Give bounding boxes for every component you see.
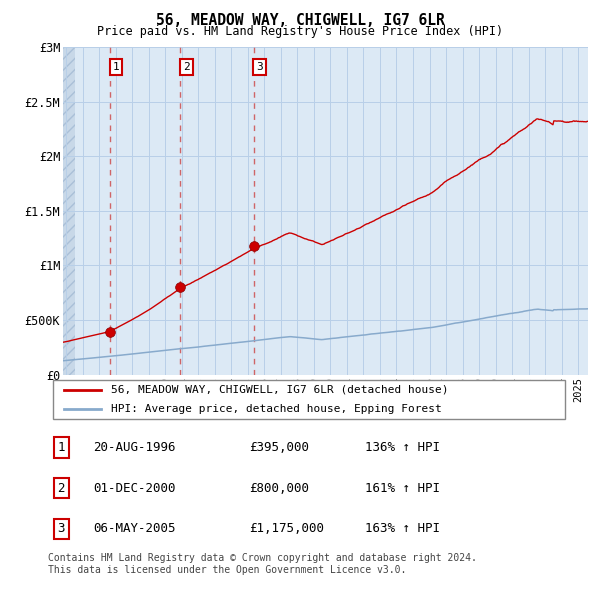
Text: 56, MEADOW WAY, CHIGWELL, IG7 6LR (detached house): 56, MEADOW WAY, CHIGWELL, IG7 6LR (detac… <box>112 385 449 395</box>
Text: £800,000: £800,000 <box>248 481 308 495</box>
Text: 3: 3 <box>58 522 65 535</box>
Bar <box>63 47 74 375</box>
Text: £395,000: £395,000 <box>248 441 308 454</box>
Text: Price paid vs. HM Land Registry's House Price Index (HPI): Price paid vs. HM Land Registry's House … <box>97 25 503 38</box>
Text: 06-MAY-2005: 06-MAY-2005 <box>93 522 175 535</box>
Text: 136% ↑ HPI: 136% ↑ HPI <box>365 441 440 454</box>
Text: Contains HM Land Registry data © Crown copyright and database right 2024.
This d: Contains HM Land Registry data © Crown c… <box>48 553 477 575</box>
Text: 1: 1 <box>58 441 65 454</box>
FancyBboxPatch shape <box>53 380 565 419</box>
Text: 56, MEADOW WAY, CHIGWELL, IG7 6LR: 56, MEADOW WAY, CHIGWELL, IG7 6LR <box>155 13 445 28</box>
Text: 161% ↑ HPI: 161% ↑ HPI <box>365 481 440 495</box>
Text: 2: 2 <box>58 481 65 495</box>
Text: 1: 1 <box>112 62 119 72</box>
Text: HPI: Average price, detached house, Epping Forest: HPI: Average price, detached house, Eppi… <box>112 404 442 414</box>
Text: 163% ↑ HPI: 163% ↑ HPI <box>365 522 440 535</box>
Text: 2: 2 <box>183 62 190 72</box>
Text: £1,175,000: £1,175,000 <box>248 522 323 535</box>
Text: 01-DEC-2000: 01-DEC-2000 <box>93 481 175 495</box>
Text: 3: 3 <box>256 62 263 72</box>
Text: 20-AUG-1996: 20-AUG-1996 <box>93 441 175 454</box>
